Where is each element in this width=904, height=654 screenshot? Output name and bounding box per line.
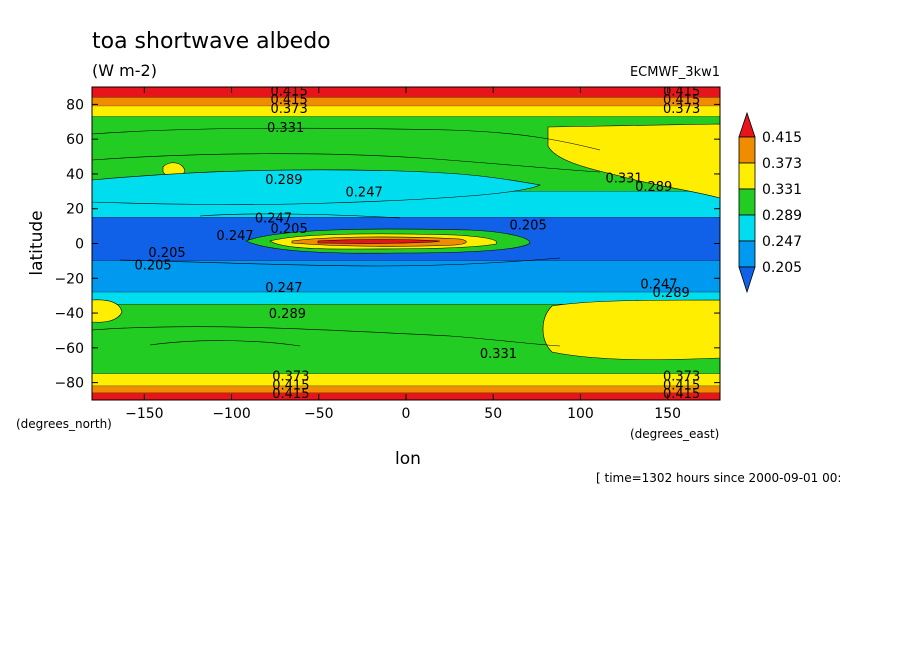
albedo-band-10 bbox=[92, 386, 720, 394]
contour-label-1: 0.415 bbox=[271, 93, 308, 108]
colorbar-cap-top bbox=[738, 111, 756, 138]
y-tick-label: 40 bbox=[66, 167, 84, 183]
contour-label-16: 0.205 bbox=[134, 258, 171, 273]
contour-label-17: 0.247 bbox=[265, 281, 302, 296]
contour-label-18: 0.289 bbox=[269, 307, 306, 322]
y-axis-label: latitude bbox=[27, 210, 47, 275]
x-tick-label: −100 bbox=[212, 406, 250, 422]
x-tick-label: 100 bbox=[567, 406, 594, 422]
colorbar-swatch-0 bbox=[738, 136, 756, 164]
contour-label-23: 0.415 bbox=[272, 378, 309, 393]
contour-label-3: 0.331 bbox=[267, 121, 304, 136]
dataset-label: ECMWF_3kw1 bbox=[630, 65, 720, 80]
contour-label-26: 0.415 bbox=[663, 378, 700, 393]
contour-label-8: 0.289 bbox=[635, 180, 672, 195]
y-units-label: (degrees_north) bbox=[16, 417, 112, 431]
albedo-band-7 bbox=[92, 292, 720, 305]
x-axis-label: lon bbox=[395, 449, 421, 469]
chart-title: toa shortwave albedo bbox=[92, 29, 331, 54]
contour-lines bbox=[92, 127, 601, 347]
contour-label-14: 0.205 bbox=[510, 218, 547, 233]
contour-label-6: 0.373 bbox=[663, 102, 700, 117]
x-tick-label: 0 bbox=[402, 406, 411, 422]
x-units-label: (degrees_east) bbox=[630, 427, 719, 441]
colorbar-label-1: 0.373 bbox=[762, 156, 802, 172]
x-tick-label: −50 bbox=[304, 406, 334, 422]
sh-yellow-patch-east bbox=[542, 299, 720, 360]
albedo-band-1 bbox=[92, 97, 720, 107]
colorbar-swatch-2 bbox=[738, 188, 756, 216]
colorbar-label-3: 0.289 bbox=[762, 208, 802, 224]
time-note: [ time=1302 hours since 2000-09-01 00: bbox=[596, 471, 841, 485]
contour-label-10: 0.247 bbox=[346, 185, 383, 200]
contour-label-5: 0.415 bbox=[663, 93, 700, 108]
chart-subtitle: (W m-2) bbox=[92, 61, 157, 80]
contour-label-24: 0.415 bbox=[272, 387, 309, 402]
colorbar-cap-bottom bbox=[738, 266, 756, 294]
contour-label-25: 0.373 bbox=[663, 370, 700, 385]
contour-label-27: 0.415 bbox=[663, 387, 700, 402]
y-tick-label: −20 bbox=[54, 271, 84, 287]
y-tick-label: −40 bbox=[54, 306, 84, 322]
nh-blue-tongue bbox=[92, 169, 541, 205]
contour-label-15: 0.205 bbox=[148, 246, 185, 261]
contour-label-22: 0.373 bbox=[272, 370, 309, 385]
contour-label-12: 0.205 bbox=[271, 222, 308, 237]
albedo-band-9 bbox=[92, 373, 720, 387]
colorbar-swatch-4 bbox=[738, 240, 756, 268]
sh-yellow-patch-west bbox=[92, 299, 123, 323]
map-plot-area: 0.4150.4150.3730.3310.4150.4150.3730.331… bbox=[92, 84, 720, 402]
y-axis: 80 60 40 20 0 −20 −40 −60 −80 bbox=[54, 97, 720, 392]
colorbar-label-5: 0.205 bbox=[762, 260, 802, 276]
colorbar-swatch-1 bbox=[738, 162, 756, 190]
contour-labels: 0.4150.4150.3730.3310.4150.4150.3730.331… bbox=[134, 84, 700, 402]
x-axis: −150 −100 −50 0 50 100 150 bbox=[125, 87, 681, 422]
contour-label-19: 0.247 bbox=[640, 277, 677, 292]
albedo-band-2 bbox=[92, 106, 720, 117]
contour-label-4: 0.415 bbox=[663, 84, 700, 99]
contour-label-9: 0.289 bbox=[265, 173, 302, 188]
contour-label-11: 0.247 bbox=[255, 211, 292, 226]
contour-label-0: 0.415 bbox=[271, 84, 308, 99]
y-tick-label: 20 bbox=[66, 202, 84, 218]
x-tick-label: 150 bbox=[654, 406, 681, 422]
colorbar-label-0: 0.415 bbox=[762, 130, 802, 146]
colorbar-labels: 0.415 0.373 0.331 0.289 0.247 0.205 bbox=[762, 130, 802, 276]
nh-yellow-patch-east bbox=[547, 123, 720, 199]
colorbar-label-2: 0.331 bbox=[762, 182, 802, 198]
colorbar-swatches bbox=[738, 136, 756, 268]
contour-label-2: 0.373 bbox=[271, 102, 308, 117]
y-tick-label: −60 bbox=[54, 341, 84, 357]
contour-label-21: 0.331 bbox=[480, 347, 517, 362]
equatorial-red-core bbox=[317, 239, 441, 244]
contour-label-7: 0.331 bbox=[605, 171, 642, 186]
x-tick-label: −150 bbox=[125, 406, 163, 422]
x-tick-label: 50 bbox=[484, 406, 502, 422]
contour-label-13: 0.247 bbox=[216, 229, 253, 244]
colorbar-swatch-3 bbox=[738, 214, 756, 242]
y-tick-label: −80 bbox=[54, 376, 84, 392]
y-tick-label: 60 bbox=[66, 132, 84, 148]
y-tick-label: 0 bbox=[75, 237, 84, 253]
y-tick-label: 80 bbox=[66, 97, 84, 113]
albedo-region-patches bbox=[92, 123, 720, 360]
contour-label-20: 0.289 bbox=[653, 286, 690, 301]
colorbar-label-4: 0.247 bbox=[762, 234, 802, 250]
colorbar: 0.415 0.373 0.331 0.289 0.247 0.205 bbox=[738, 111, 802, 294]
